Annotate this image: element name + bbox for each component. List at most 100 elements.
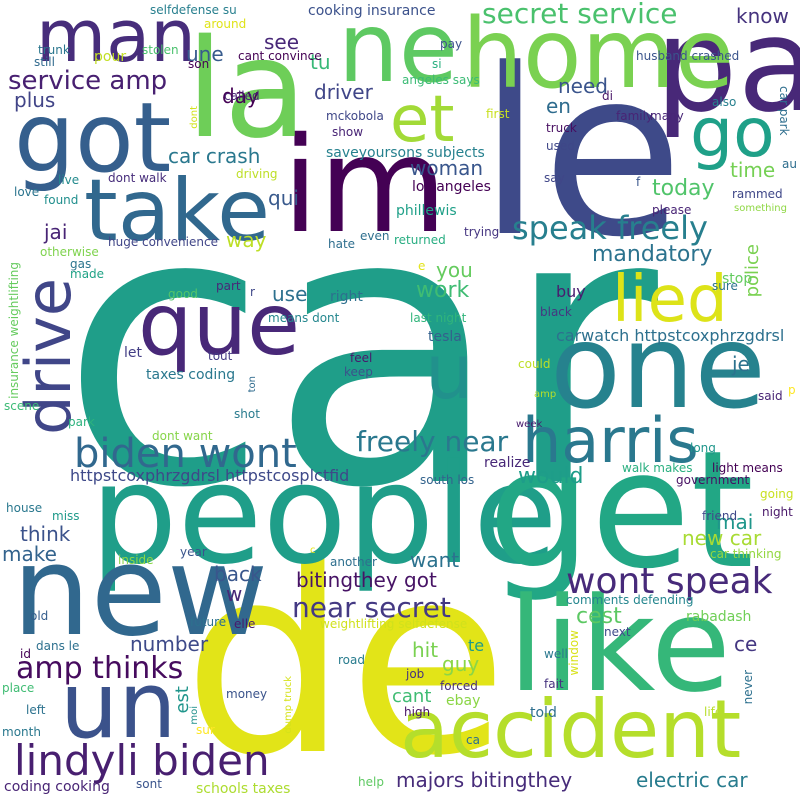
word-ton: ton — [247, 376, 258, 393]
word-e: e — [418, 259, 426, 273]
word-realize: realize — [484, 455, 531, 471]
word-id: id — [20, 647, 31, 661]
word-going: going — [760, 487, 794, 501]
word-south-los: south los — [420, 473, 475, 487]
word-freely-near: freely near — [356, 425, 509, 458]
word-au: au — [782, 157, 797, 171]
word-gas: gas — [70, 257, 92, 271]
word-one: one — [550, 300, 766, 435]
word-show: show — [332, 125, 364, 139]
word-guy: guy — [442, 652, 480, 676]
word-use: use — [272, 282, 308, 306]
word-know: know — [736, 4, 789, 28]
word-car-crash: car crash — [168, 144, 261, 168]
word-people: people — [90, 434, 558, 595]
word-hit: hit — [412, 638, 439, 662]
word-want: want — [410, 548, 460, 572]
word-speak-freely: speak freely — [512, 209, 708, 247]
word-bitingthey-got: bitingthey got — [296, 568, 437, 592]
word-wont-speak: wont speak — [566, 561, 773, 602]
word-need: need — [558, 74, 608, 98]
word-also: also — [712, 95, 737, 109]
word-u: u — [425, 327, 474, 416]
word-jai: jai — [44, 220, 68, 244]
word-black: black — [540, 305, 572, 319]
word-year: year — [180, 545, 207, 559]
word-job: job — [406, 667, 425, 681]
word-another: another — [330, 555, 377, 569]
word-car-park: car park — [777, 86, 791, 136]
word-feel: feel — [350, 351, 373, 365]
word-amp-thinks: amp thinks — [16, 651, 184, 686]
word-home: home — [462, 0, 735, 110]
word-im: im — [282, 109, 448, 263]
word-get: get — [488, 417, 755, 605]
word-month: month — [2, 725, 41, 739]
word-week: week — [516, 419, 543, 430]
word-f: f — [636, 175, 641, 189]
word-saveyoursons-subjects: saveyoursons subjects — [326, 145, 485, 161]
word-family: family — [616, 109, 654, 123]
word-long: long — [690, 441, 716, 455]
word-p: p — [788, 383, 796, 397]
word-moi: moi — [189, 706, 200, 725]
word-taxes-coding: taxes coding — [146, 367, 236, 383]
word-ne: ne — [338, 0, 458, 104]
word-would: would — [518, 464, 584, 489]
word-lied: lied — [612, 263, 728, 337]
word-weightlifting-selfdefense: weightlifting selfdefense — [320, 617, 468, 631]
word-dont: dont — [189, 106, 200, 129]
word-mai: mai — [716, 510, 754, 534]
word-et: et — [390, 83, 455, 157]
word-you: you — [436, 258, 473, 282]
word-ca: ca — [466, 733, 480, 747]
word-harris: harris — [522, 404, 699, 477]
word-scene: scene — [4, 399, 40, 413]
word-tesla: tesla — [428, 329, 462, 345]
word-last-night: last night — [410, 311, 467, 325]
word-insurance-weightlifting: insurance weightlifting — [7, 262, 21, 399]
word-biden-wont: biden wont — [74, 431, 297, 477]
word-un: un — [60, 652, 177, 759]
word-future: future — [190, 615, 227, 629]
word-please: please — [652, 203, 692, 217]
word-phillewis: phillewis — [396, 203, 457, 219]
word-live: live — [58, 173, 80, 187]
word-means-dont: means dont — [268, 311, 340, 325]
word-le: le — [478, 21, 684, 288]
word-de: de — [183, 511, 508, 800]
word-c: c — [310, 545, 316, 556]
word-house: house — [6, 501, 43, 515]
word-walk-makes: walk makes — [622, 461, 693, 475]
word-w: w — [226, 582, 243, 606]
word-rabadash: rabadash — [686, 609, 752, 625]
word-number: number — [130, 632, 209, 656]
word-love: love — [14, 185, 40, 199]
word-car: car — [60, 128, 659, 571]
word-son: son — [188, 57, 210, 71]
word-first: first — [486, 107, 510, 121]
word-way: way — [226, 228, 267, 252]
word-miss: miss — [52, 509, 80, 523]
word-say: say — [544, 171, 565, 185]
word-government: government — [676, 473, 750, 487]
word-truck: truck — [546, 121, 577, 135]
word-tout: tout — [208, 349, 233, 363]
word-car-thinking: car thinking — [710, 547, 782, 561]
word-made: made — [70, 267, 105, 281]
word-schools-taxes: schools taxes — [196, 781, 291, 797]
word-night: night — [762, 505, 793, 519]
word-around: around — [204, 17, 247, 31]
word-ebay: ebay — [446, 693, 481, 709]
word-part: part — [216, 279, 241, 293]
word-man: man — [36, 0, 196, 78]
word-angeles-says: angeles says — [402, 73, 480, 87]
word-trunk: trunk — [38, 43, 70, 57]
word-shot: shot — [234, 407, 260, 421]
word-let: let — [124, 345, 142, 361]
word-driver: driver — [314, 80, 373, 104]
word-good: good — [168, 287, 198, 301]
word-money: money — [226, 687, 268, 701]
word-pa: pa — [655, 0, 800, 141]
word-new: new — [12, 520, 269, 664]
